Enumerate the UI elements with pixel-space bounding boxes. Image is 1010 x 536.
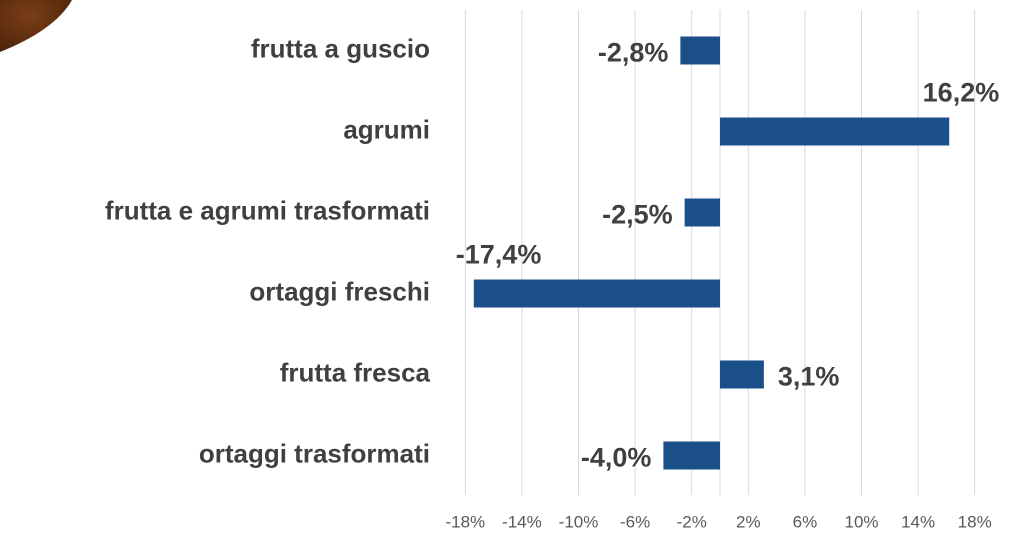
x-tick-label: -18% <box>445 512 485 531</box>
bar <box>720 361 764 389</box>
decoration <box>0 0 72 52</box>
x-tick-label: 2% <box>736 512 761 531</box>
value-label: -2,8% <box>598 38 669 68</box>
value-label: 3,1% <box>778 362 840 392</box>
x-tick-label: 10% <box>844 512 878 531</box>
x-tick-label: -2% <box>677 512 707 531</box>
bar <box>663 442 720 470</box>
y-tick-label: ortaggi freschi <box>249 276 430 306</box>
x-tick-label: -6% <box>620 512 650 531</box>
bar <box>474 280 720 308</box>
plot: -18% -14% -10% -6% -2% 2% 6% 10% 14% 18% frutta a … <box>105 10 999 531</box>
x-tick-label: 18% <box>958 512 992 531</box>
y-tick-label: ortaggi trasformati <box>199 438 430 468</box>
y-tick-label: frutta a guscio <box>251 33 430 63</box>
bar <box>680 37 720 65</box>
y-tick-label: frutta fresca <box>280 357 431 387</box>
y-tick-label: frutta e agrumi trasformati <box>105 195 430 225</box>
y-tick-label: agrumi <box>343 114 430 144</box>
x-tick-label: -10% <box>559 512 599 531</box>
chart: -18% -14% -10% -6% -2% 2% 6% 10% 14% 18% frutta a … <box>0 0 1010 536</box>
x-tick-label: 14% <box>901 512 935 531</box>
value-label: -2,5% <box>602 200 673 230</box>
x-tick-label: -14% <box>502 512 542 531</box>
value-label: -4,0% <box>581 443 652 473</box>
x-tick-label: 6% <box>793 512 818 531</box>
bar <box>720 118 949 146</box>
bar <box>685 199 720 227</box>
value-label: 16,2% <box>923 78 1000 108</box>
value-label: -17,4% <box>456 240 542 270</box>
